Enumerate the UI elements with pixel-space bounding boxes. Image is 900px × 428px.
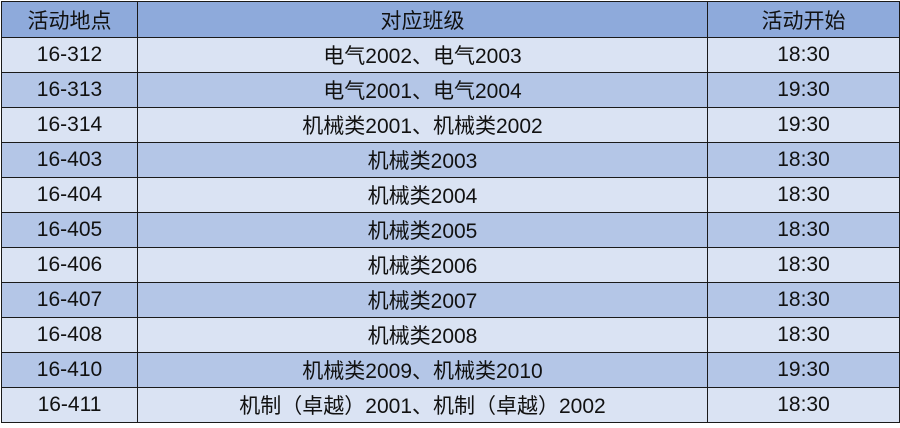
table-cell: 18:30 (707, 37, 900, 73)
table-cell: 16-406 (1, 247, 138, 283)
table-cell: 机械类2008 (137, 317, 708, 353)
table-row: 16-410 机械类2009、机械类2010 19:30 (1, 352, 900, 388)
table-cell: 16-410 (1, 352, 138, 388)
table-cell: 16-411 (1, 387, 138, 423)
table-cell: 18:30 (707, 282, 900, 318)
table-cell: 18:30 (707, 247, 900, 283)
table-row: 16-407 机械类2007 18:30 (1, 282, 900, 318)
table-cell: 电气2002、电气2003 (137, 37, 708, 73)
table-row: 16-314 机械类2001、机械类2002 19:30 (1, 107, 900, 143)
table-cell: 机械类2006 (137, 247, 708, 283)
table-row: 16-403 机械类2003 18:30 (1, 142, 900, 178)
table-cell: 19:30 (707, 107, 900, 143)
table-cell: 16-313 (1, 72, 138, 108)
table-cell: 16-407 (1, 282, 138, 318)
header-cell: 活动开始 (707, 1, 900, 38)
table-row: 16-404 机械类2004 18:30 (1, 177, 900, 213)
table-row: 16-408 机械类2008 18:30 (1, 317, 900, 353)
table-cell: 18:30 (707, 317, 900, 353)
header-cell: 对应班级 (137, 1, 708, 38)
table-cell: 机制（卓越）2001、机制（卓越）2002 (137, 387, 708, 423)
table-cell: 18:30 (707, 177, 900, 213)
table-cell: 机械类2009、机械类2010 (137, 352, 708, 388)
table-cell: 16-312 (1, 37, 138, 73)
table-cell: 18:30 (707, 212, 900, 248)
table-cell: 18:30 (707, 142, 900, 178)
header-row: 活动地点 对应班级 活动开始 (1, 1, 900, 38)
table-cell: 16-405 (1, 212, 138, 248)
table-cell: 19:30 (707, 72, 900, 108)
table-cell: 机械类2001、机械类2002 (137, 107, 708, 143)
table-cell: 16-408 (1, 317, 138, 353)
table-cell: 18:30 (707, 387, 900, 423)
table-row: 16-411 机制（卓越）2001、机制（卓越）2002 18:30 (1, 387, 900, 423)
table-cell: 机械类2007 (137, 282, 708, 318)
table-row: 16-313 电气2001、电气2004 19:30 (1, 72, 900, 108)
table-row: 16-405 机械类2005 18:30 (1, 212, 900, 248)
table-cell: 16-403 (1, 142, 138, 178)
table-cell: 机械类2004 (137, 177, 708, 213)
header-cell: 活动地点 (1, 1, 138, 38)
table-cell: 电气2001、电气2004 (137, 72, 708, 108)
table-cell: 机械类2005 (137, 212, 708, 248)
table-row: 16-406 机械类2006 18:30 (1, 247, 900, 283)
table-cell: 16-314 (1, 107, 138, 143)
table-cell: 16-404 (1, 177, 138, 213)
table-row: 16-312 电气2002、电气2003 18:30 (1, 37, 900, 73)
table-cell: 19:30 (707, 352, 900, 388)
table-cell: 机械类2003 (137, 142, 708, 178)
